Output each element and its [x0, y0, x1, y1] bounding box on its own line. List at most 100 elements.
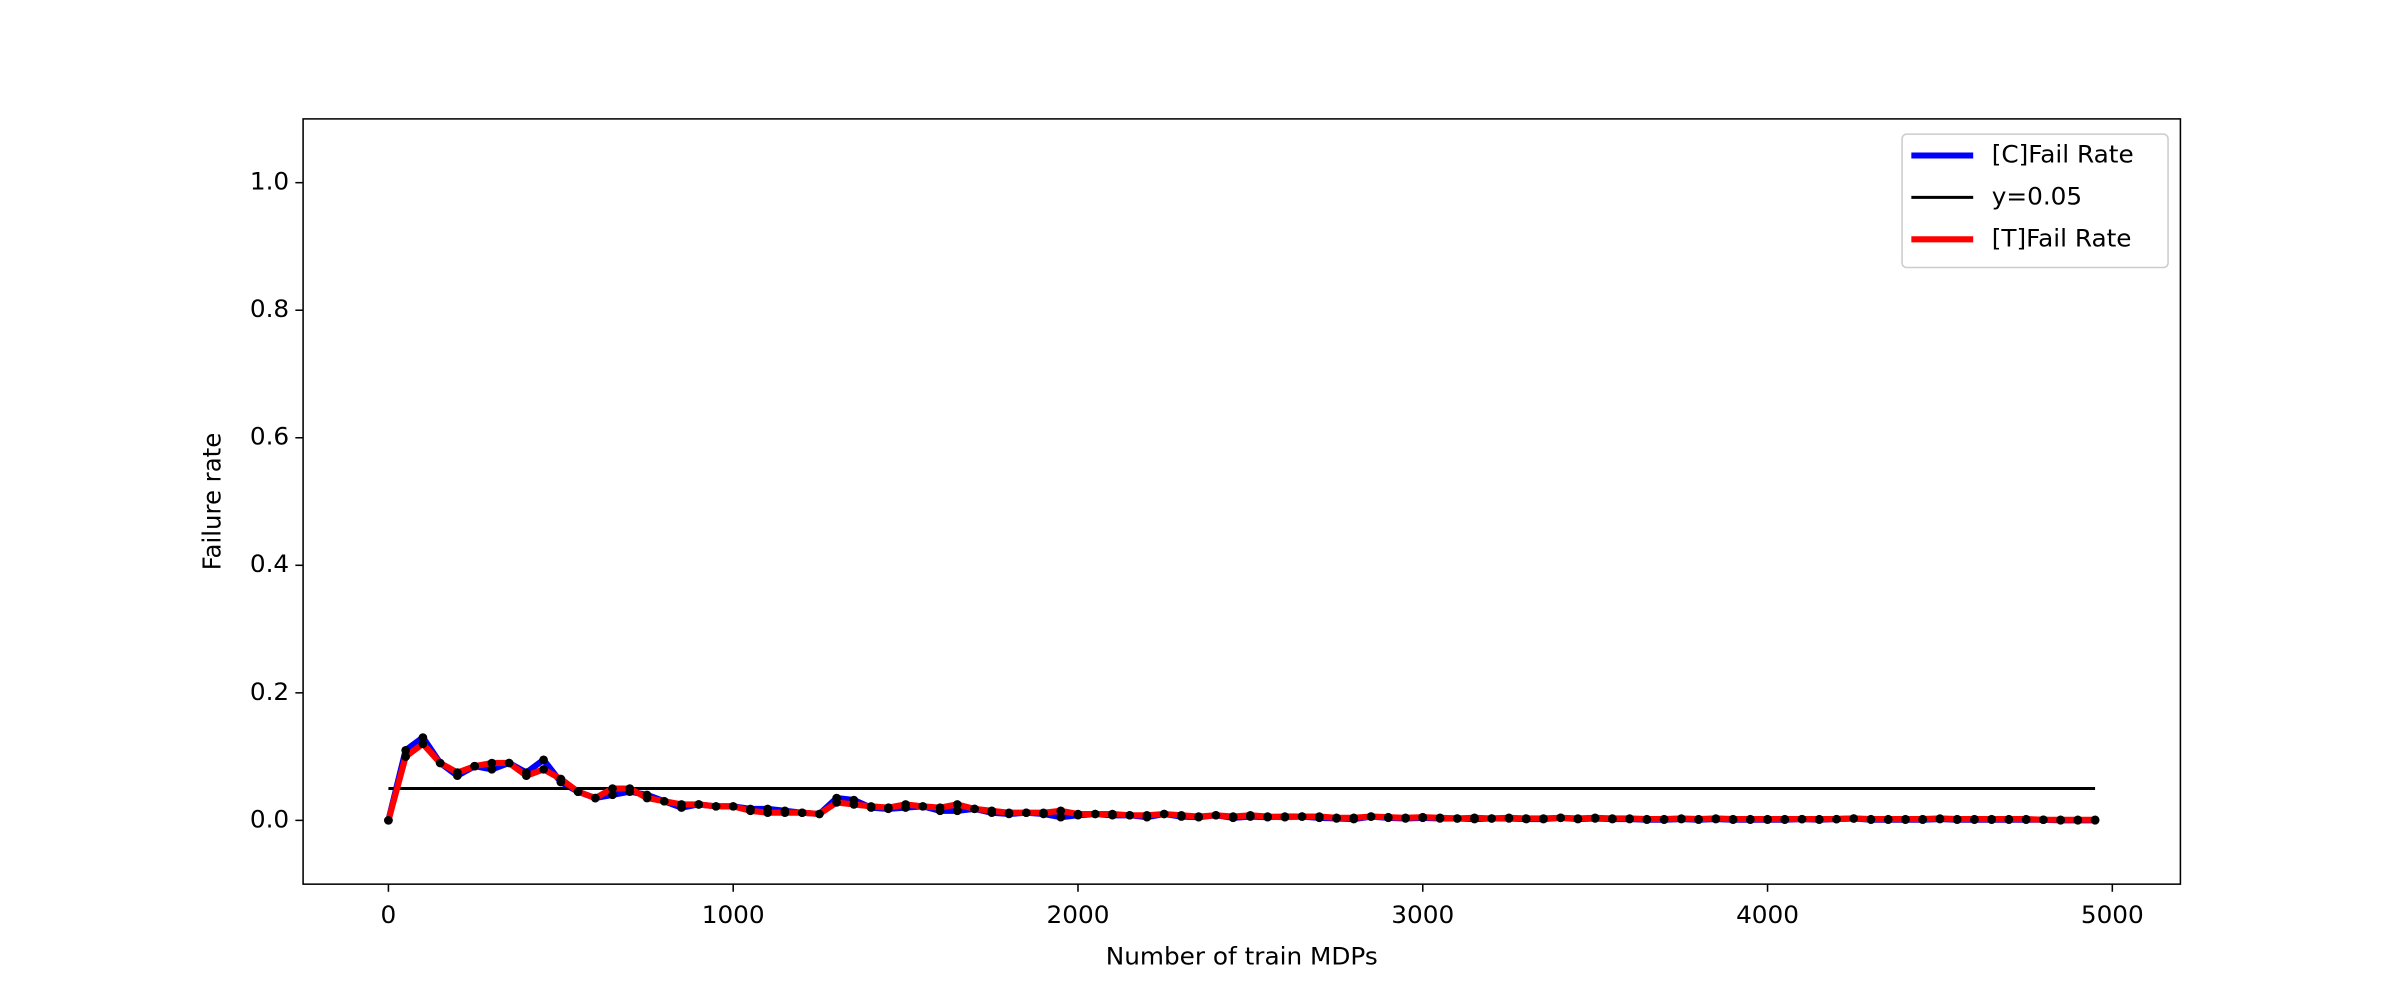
- point-marker: [504, 758, 514, 768]
- point-marker: [728, 802, 738, 811]
- point-marker: [780, 808, 790, 817]
- point-marker: [1745, 814, 1755, 824]
- point-marker: [435, 758, 445, 768]
- point-marker: [1039, 808, 1048, 817]
- point-marker: [1056, 812, 1066, 822]
- point-marker: [1177, 811, 1186, 820]
- point-marker: [1314, 812, 1324, 821]
- point-marker: [918, 802, 928, 811]
- point-marker: [1349, 813, 1359, 823]
- point-marker: [2056, 815, 2065, 825]
- point-marker: [1521, 814, 1531, 823]
- series-line: [385, 734, 2096, 824]
- point-marker: [866, 802, 876, 811]
- point-marker: [608, 790, 617, 800]
- point-marker: [1883, 814, 1893, 824]
- point-marker: [1539, 814, 1548, 823]
- point-marker: [2004, 814, 2014, 824]
- x-tick-label: 5000: [2081, 900, 2144, 929]
- point-marker: [642, 793, 652, 803]
- point-marker: [418, 733, 428, 742]
- point-marker: [487, 765, 497, 774]
- point-marker: [539, 765, 548, 774]
- point-marker: [884, 803, 893, 812]
- point-marker: [1556, 813, 1566, 823]
- x-tick-label: 1000: [702, 900, 765, 929]
- point-marker: [1677, 814, 1686, 823]
- point-marker: [1918, 814, 1928, 824]
- x-tick-label: 0: [381, 900, 397, 929]
- point-marker: [1573, 814, 1583, 823]
- point-marker: [815, 809, 824, 819]
- x-tick-label: 4000: [1736, 900, 1799, 929]
- legend-label: [T]Fail Rate: [1992, 223, 2132, 252]
- point-marker: [1159, 809, 1169, 819]
- point-marker: [1263, 812, 1272, 821]
- legend-label: y=0.05: [1992, 182, 2082, 211]
- y-tick-label: 1.0: [250, 167, 289, 196]
- point-marker: [1590, 813, 1600, 823]
- point-marker: [1487, 814, 1497, 823]
- point-marker: [1056, 806, 1066, 816]
- point-marker: [935, 803, 945, 812]
- point-marker: [1797, 814, 1807, 824]
- point-marker: [2021, 814, 2031, 824]
- point-marker: [1625, 814, 1634, 823]
- point-marker: [1832, 814, 1841, 824]
- series-line: [385, 740, 2096, 823]
- point-marker: [487, 758, 497, 768]
- point-marker: [1849, 814, 1859, 823]
- point-marker: [401, 752, 410, 761]
- point-marker: [1866, 814, 1876, 824]
- point-marker: [2090, 815, 2100, 825]
- point-marker: [1435, 813, 1445, 823]
- point-marker: [2073, 815, 2083, 825]
- point-marker: [1366, 812, 1376, 821]
- point-marker: [746, 806, 755, 816]
- point-marker: [659, 796, 669, 806]
- point-marker: [470, 761, 479, 771]
- point-marker: [1728, 814, 1738, 824]
- point-marker: [1470, 813, 1479, 823]
- x-axis-label: Number of train MDPs: [1106, 941, 1378, 970]
- point-marker: [1383, 812, 1393, 822]
- point-marker: [1211, 811, 1221, 820]
- point-marker: [1194, 812, 1203, 821]
- point-marker: [2039, 815, 2048, 825]
- point-marker: [1987, 814, 1996, 824]
- point-marker: [1401, 813, 1410, 823]
- point-marker: [1642, 814, 1652, 824]
- y-tick-label: 0.2: [250, 677, 289, 706]
- point-marker: [987, 806, 997, 816]
- y-tick-label: 0.6: [250, 422, 289, 451]
- point-marker: [625, 784, 635, 793]
- point-marker: [539, 755, 548, 765]
- point-marker: [1952, 814, 1962, 824]
- point-marker: [1504, 813, 1514, 823]
- point-marker: [1280, 812, 1290, 822]
- point-marker: [1780, 814, 1790, 824]
- point-marker: [1297, 812, 1307, 821]
- point-marker: [1608, 814, 1617, 823]
- point-marker: [401, 745, 410, 755]
- y-tick-label: 0.0: [250, 804, 289, 833]
- point-marker: [1332, 813, 1341, 823]
- y-tick-label: 0.8: [250, 294, 289, 323]
- point-marker: [384, 816, 393, 825]
- point-marker: [1901, 814, 1910, 824]
- point-marker: [1004, 808, 1014, 817]
- point-marker: [1452, 814, 1462, 823]
- y-tick-label: 0.4: [250, 549, 289, 578]
- point-marker: [763, 808, 773, 817]
- point-marker: [1659, 814, 1669, 824]
- point-marker: [1814, 814, 1824, 824]
- point-marker: [849, 800, 859, 809]
- point-marker: [1418, 812, 1428, 822]
- point-marker: [677, 800, 686, 809]
- plot-frame: [302, 118, 2182, 885]
- point-marker: [832, 798, 841, 807]
- point-marker: [573, 787, 583, 796]
- point-marker: [1763, 814, 1772, 824]
- point-marker: [608, 784, 617, 793]
